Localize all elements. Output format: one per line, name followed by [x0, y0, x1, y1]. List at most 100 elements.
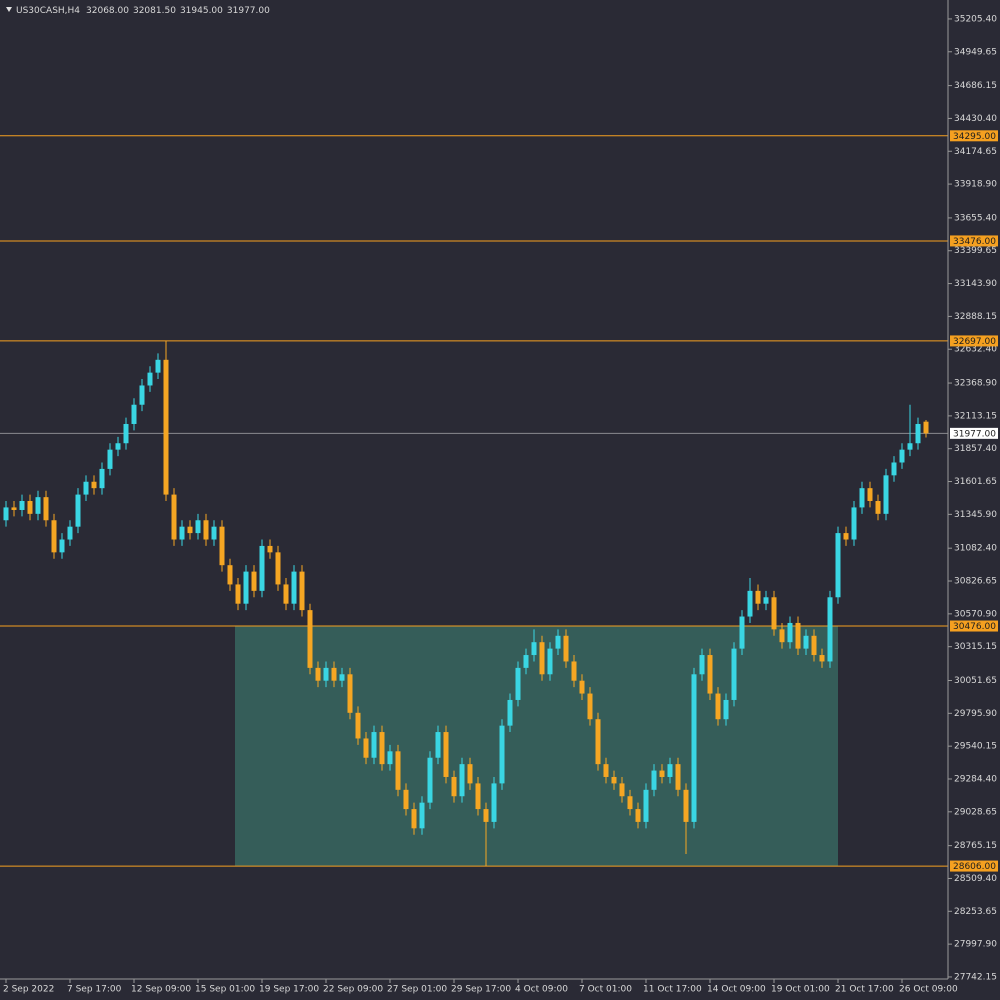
close-price: 31977.00: [227, 6, 270, 16]
candle-body: [851, 507, 857, 540]
y-tick-label: 33399.65: [954, 246, 997, 256]
candle-body: [539, 642, 545, 675]
candle-body: [787, 622, 793, 643]
candle-body: [243, 571, 249, 604]
x-tick-label: 2 Sep 2022: [3, 985, 54, 995]
plot-layer: [0, 135, 948, 867]
candle-body: [299, 571, 305, 611]
candle-body: [811, 635, 817, 656]
candle-body: [547, 648, 553, 675]
candle-body: [163, 359, 169, 495]
high-price: 32081.50: [133, 6, 176, 16]
candle-body: [779, 629, 785, 643]
candle-body: [843, 533, 849, 540]
y-tick-label: 29028.65: [954, 807, 997, 817]
candle-body: [419, 802, 425, 829]
y-tick-label: 31601.65: [954, 477, 997, 487]
candle-body: [875, 501, 881, 514]
candle-body: [691, 674, 697, 822]
candle-body: [643, 789, 649, 822]
candle-body: [747, 590, 753, 617]
candle-body: [235, 584, 241, 604]
y-tick-label: 34430.40: [954, 114, 997, 124]
y-tick-label: 34174.65: [954, 147, 997, 157]
x-tick-label: 27 Sep 01:00: [387, 985, 447, 995]
candle-body: [491, 783, 497, 822]
candle-body: [771, 597, 777, 630]
candle-body: [43, 497, 49, 521]
y-tick-label: 34949.65: [954, 47, 997, 57]
y-tick-label: 32113.15: [954, 411, 997, 421]
level-label-box: [950, 130, 998, 142]
candle-body: [531, 642, 537, 656]
candle-body: [147, 372, 153, 386]
candle-body: [699, 655, 705, 675]
candle-body: [83, 481, 89, 495]
candle-body: [483, 809, 489, 822]
symbol: US30CASH,H4: [16, 6, 80, 16]
y-tick-label: 29540.15: [954, 742, 997, 752]
x-tick-label: 26 Oct 09:00: [899, 985, 958, 995]
candle-body: [19, 501, 25, 510]
y-tick-label: 28765.15: [954, 841, 997, 851]
candle-body: [595, 719, 601, 765]
candle-body: [883, 475, 889, 514]
level-label-box: [950, 860, 998, 872]
y-tick-label: 27742.15: [954, 972, 997, 982]
candle-body: [275, 552, 281, 585]
candle-body: [115, 443, 121, 450]
candle-body: [107, 449, 113, 469]
level-label: 32697.00: [953, 337, 996, 347]
menu-triangle[interactable]: [6, 7, 12, 12]
candle-body: [731, 648, 737, 700]
candle-body: [403, 789, 409, 810]
candle-body: [363, 738, 369, 758]
candle-body: [627, 796, 633, 810]
candle-body: [291, 571, 297, 604]
candle-body: [475, 783, 481, 810]
level-label-box: [950, 335, 998, 347]
candle-body: [515, 667, 521, 700]
candle-body: [347, 674, 353, 713]
candle-body: [339, 674, 345, 681]
candle-body: [659, 770, 665, 777]
candle-body: [171, 494, 177, 540]
candle-body: [827, 597, 833, 662]
candle-body: [11, 507, 17, 510]
y-tick-label: 35205.40: [954, 14, 997, 24]
candle-body: [395, 751, 401, 790]
candle-body: [155, 359, 161, 373]
candle-body: [635, 809, 641, 822]
y-tick-label: 32888.15: [954, 312, 997, 322]
candle-body: [307, 610, 313, 668]
y-tick-label: 30570.90: [954, 609, 997, 619]
candle-body: [219, 526, 225, 566]
chart-header: US30CASH,H4 32068.00 32081.50 31945.00 31977…: [16, 6, 270, 16]
candle-body: [411, 809, 417, 829]
x-tick-label: 29 Sep 17:00: [451, 985, 511, 995]
candle-body: [187, 526, 193, 534]
candle-body: [579, 680, 585, 694]
y-tick-label: 28253.65: [954, 907, 997, 917]
y-tick-label: 31345.90: [954, 510, 997, 520]
low-price: 31945.00: [180, 6, 223, 16]
candle-body: [683, 789, 689, 822]
candle-body: [707, 655, 713, 694]
y-tick-label: 31857.40: [954, 444, 997, 454]
candle-body: [611, 776, 617, 784]
x-tick-label: 7 Oct 01:00: [579, 985, 632, 995]
candle-body: [379, 732, 385, 765]
x-tick-label: 19 Oct 01:00: [771, 985, 830, 995]
candle-body: [179, 526, 185, 540]
level-label: 28606.00: [953, 862, 996, 872]
candle-body: [59, 539, 65, 553]
range-box: [235, 626, 838, 867]
candle-body: [923, 421, 929, 434]
candle-body: [763, 597, 769, 604]
level-label-box: [950, 235, 998, 247]
y-tick-label: 27997.90: [954, 940, 997, 950]
candle-body: [75, 494, 81, 527]
candle-body: [915, 423, 921, 444]
candle-body: [51, 520, 57, 553]
y-tick-label: 31082.40: [954, 544, 997, 554]
